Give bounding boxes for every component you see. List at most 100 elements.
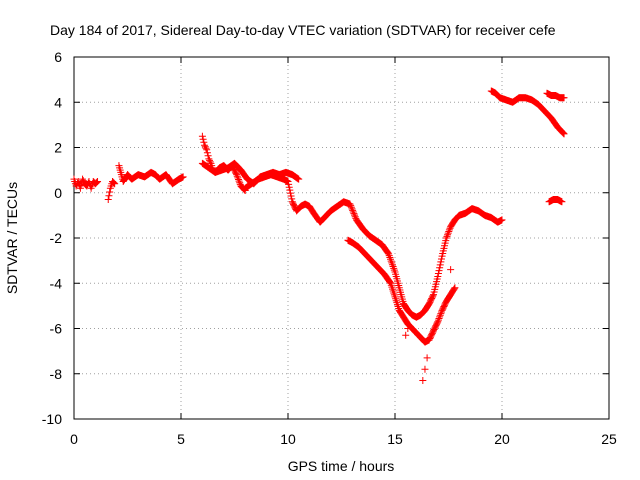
y-tick-label: 2 <box>54 140 62 156</box>
data-point <box>349 208 357 216</box>
y-tick-label: -8 <box>50 366 63 382</box>
data-point <box>386 278 394 286</box>
data-point <box>388 261 396 269</box>
data-point <box>386 253 394 261</box>
data-point <box>390 289 398 297</box>
data-points <box>70 87 568 385</box>
data-point <box>236 179 244 187</box>
x-axis-label: GPS time / hours <box>288 458 395 474</box>
data-point <box>436 311 444 319</box>
data-point <box>445 226 453 234</box>
data-point <box>389 263 397 271</box>
data-point <box>198 132 206 140</box>
data-point <box>285 183 293 191</box>
data-point <box>558 198 566 206</box>
data-point <box>560 94 568 102</box>
data-point <box>393 301 401 309</box>
data-point <box>233 171 241 179</box>
data-point <box>392 297 400 305</box>
data-point <box>445 228 453 236</box>
data-point <box>434 270 442 278</box>
data-point <box>105 192 113 200</box>
data-point <box>450 285 458 293</box>
x-tick-label: 10 <box>280 431 296 447</box>
x-tick-label: 15 <box>387 431 403 447</box>
data-point <box>284 177 292 185</box>
data-point <box>347 202 355 210</box>
data-point <box>385 277 393 285</box>
x-tick-label: 0 <box>70 431 78 447</box>
data-point <box>104 196 112 204</box>
data-point <box>385 250 393 258</box>
data-point <box>437 308 445 316</box>
data-point <box>390 264 398 272</box>
data-point <box>404 325 412 332</box>
data-point <box>287 192 295 200</box>
data-point <box>206 156 214 164</box>
data-point <box>434 272 442 280</box>
data-point <box>234 174 242 182</box>
data-point <box>387 255 395 263</box>
data-point <box>351 211 359 219</box>
data-point <box>444 231 452 239</box>
data-point <box>106 188 114 196</box>
data-point <box>92 179 100 187</box>
y-tick-labels: -10 -8 -6 -4 -2 0 2 4 6 <box>42 49 62 427</box>
data-point <box>387 257 395 265</box>
data-point <box>76 184 84 192</box>
data-point <box>288 195 296 203</box>
y-tick-label: -6 <box>50 321 63 337</box>
data-point <box>79 177 87 185</box>
data-point <box>295 175 303 183</box>
data-point <box>348 205 356 213</box>
data-point <box>110 179 118 187</box>
data-point <box>437 255 445 263</box>
data-point <box>435 267 443 275</box>
data-point <box>390 291 398 299</box>
data-point <box>235 177 243 185</box>
data-point <box>443 232 451 240</box>
data-point <box>202 144 210 152</box>
data-point <box>204 152 212 160</box>
data-point <box>232 169 240 177</box>
data-point <box>436 264 444 272</box>
data-point <box>389 285 397 293</box>
data-point <box>442 234 450 242</box>
data-point <box>559 129 567 137</box>
data-point <box>421 365 429 373</box>
data-point <box>437 310 445 318</box>
x-tick-label: 25 <box>601 431 617 447</box>
data-point <box>350 210 358 218</box>
data-point <box>383 248 391 256</box>
data-point <box>402 331 410 339</box>
data-point <box>346 200 354 208</box>
data-point <box>79 175 87 183</box>
data-point <box>93 178 101 186</box>
data-point <box>498 216 506 224</box>
data-point <box>559 129 567 137</box>
x-tick-label: 20 <box>494 431 510 447</box>
data-point <box>349 206 357 214</box>
data-point <box>560 130 568 138</box>
data-point <box>199 135 207 143</box>
data-point <box>433 319 441 327</box>
data-point <box>436 261 444 269</box>
data-point <box>385 252 393 260</box>
data-point <box>234 175 242 183</box>
data-point <box>434 316 442 324</box>
data-point <box>436 313 444 321</box>
y-tick-label: 4 <box>54 94 62 110</box>
grid <box>74 57 609 419</box>
data-point <box>205 155 213 163</box>
data-point <box>419 377 427 385</box>
data-point <box>109 178 117 186</box>
data-point <box>285 180 293 188</box>
data-point <box>435 314 443 322</box>
y-tick-label: -4 <box>50 275 63 291</box>
data-point <box>389 287 397 295</box>
data-point <box>286 186 294 194</box>
data-point <box>203 149 211 157</box>
data-point <box>437 258 445 266</box>
data-point <box>447 266 455 274</box>
